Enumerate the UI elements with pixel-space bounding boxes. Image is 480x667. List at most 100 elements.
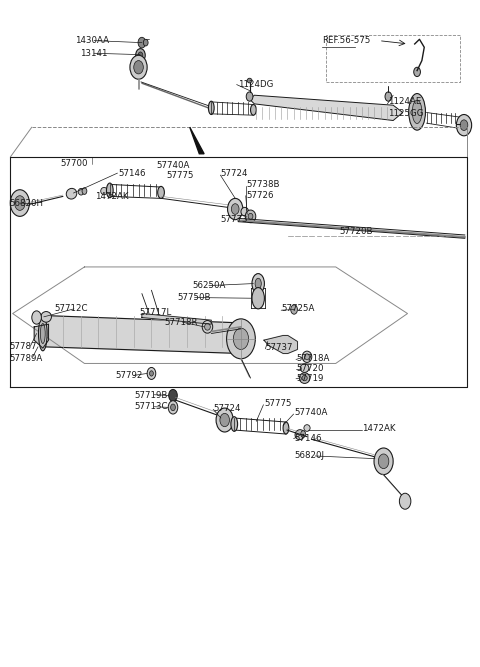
Ellipse shape	[252, 273, 264, 293]
Text: 57789A: 57789A	[9, 354, 43, 363]
Text: 56250A: 56250A	[192, 281, 226, 290]
Circle shape	[150, 371, 154, 376]
Circle shape	[233, 328, 249, 350]
Text: 57773: 57773	[220, 215, 247, 224]
Text: 57720B: 57720B	[339, 227, 373, 236]
Text: 57146: 57146	[294, 434, 322, 442]
Circle shape	[138, 37, 146, 48]
Text: 57700: 57700	[60, 159, 88, 167]
Ellipse shape	[255, 278, 261, 289]
Text: 57719: 57719	[297, 374, 324, 383]
Text: 57718R: 57718R	[164, 317, 197, 327]
Circle shape	[168, 390, 177, 402]
Text: 57792: 57792	[116, 371, 143, 380]
Text: 57750B: 57750B	[178, 293, 211, 302]
Polygon shape	[44, 315, 240, 354]
Text: 57740A: 57740A	[294, 408, 327, 417]
Ellipse shape	[38, 316, 47, 351]
Ellipse shape	[247, 78, 252, 83]
Ellipse shape	[295, 430, 305, 440]
Circle shape	[456, 115, 472, 136]
Circle shape	[220, 414, 229, 427]
Polygon shape	[190, 127, 204, 154]
Circle shape	[82, 187, 87, 194]
Text: 57719B: 57719B	[135, 391, 168, 400]
Polygon shape	[250, 95, 403, 121]
Text: 13141: 13141	[80, 49, 107, 58]
Ellipse shape	[302, 351, 312, 362]
Circle shape	[168, 401, 178, 414]
Text: 57724: 57724	[221, 169, 248, 178]
Text: 56820H: 56820H	[9, 199, 43, 208]
Text: 57740A: 57740A	[156, 161, 190, 169]
Ellipse shape	[304, 425, 310, 432]
Text: 57725A: 57725A	[282, 304, 315, 313]
Ellipse shape	[245, 210, 256, 223]
Ellipse shape	[40, 323, 45, 344]
Text: 57713C: 57713C	[135, 402, 168, 412]
Ellipse shape	[101, 187, 108, 195]
Ellipse shape	[231, 417, 238, 432]
Circle shape	[385, 92, 392, 101]
Ellipse shape	[241, 207, 249, 216]
Ellipse shape	[41, 311, 51, 322]
Polygon shape	[34, 324, 48, 348]
Ellipse shape	[251, 105, 256, 115]
Text: 57724: 57724	[214, 404, 241, 413]
Ellipse shape	[408, 93, 425, 130]
Circle shape	[291, 305, 298, 314]
Ellipse shape	[302, 376, 307, 381]
Text: 57712C: 57712C	[54, 304, 88, 313]
Ellipse shape	[412, 100, 422, 123]
Text: 1472AK: 1472AK	[362, 424, 396, 433]
Ellipse shape	[300, 364, 309, 372]
Circle shape	[231, 203, 239, 214]
Circle shape	[378, 454, 389, 469]
Ellipse shape	[252, 287, 264, 309]
Ellipse shape	[248, 213, 253, 219]
Circle shape	[246, 92, 253, 101]
Circle shape	[130, 55, 147, 79]
Polygon shape	[264, 336, 298, 354]
Polygon shape	[142, 313, 211, 324]
Text: 57775: 57775	[167, 171, 194, 180]
Ellipse shape	[157, 186, 164, 198]
Circle shape	[138, 52, 143, 59]
Ellipse shape	[202, 321, 213, 334]
Text: REF.56-575: REF.56-575	[323, 36, 371, 45]
Ellipse shape	[305, 354, 310, 360]
Text: 1124AE: 1124AE	[388, 97, 422, 106]
Circle shape	[227, 319, 255, 359]
Text: 57738B: 57738B	[246, 180, 280, 189]
Text: 57146: 57146	[118, 169, 145, 177]
Text: 57787: 57787	[9, 342, 37, 351]
Text: 57726: 57726	[246, 191, 274, 200]
Circle shape	[414, 67, 420, 77]
Circle shape	[32, 311, 41, 324]
Ellipse shape	[66, 188, 77, 199]
Ellipse shape	[300, 373, 310, 384]
Circle shape	[147, 368, 156, 380]
Text: 57737: 57737	[265, 343, 293, 352]
Circle shape	[14, 195, 25, 210]
Text: 57718A: 57718A	[297, 354, 330, 363]
Circle shape	[228, 198, 243, 219]
Text: 57720: 57720	[297, 364, 324, 373]
Circle shape	[216, 408, 233, 432]
Circle shape	[136, 49, 145, 62]
Text: 1125GG: 1125GG	[388, 109, 424, 118]
Text: 57775: 57775	[264, 399, 291, 408]
Circle shape	[10, 189, 29, 216]
Ellipse shape	[78, 188, 84, 195]
Text: 56820J: 56820J	[294, 452, 324, 460]
Circle shape	[144, 39, 148, 46]
Ellipse shape	[107, 183, 113, 197]
Ellipse shape	[204, 323, 210, 330]
Ellipse shape	[208, 101, 214, 115]
Circle shape	[301, 431, 306, 438]
Circle shape	[374, 448, 393, 475]
Text: 1430AA: 1430AA	[75, 36, 109, 45]
Text: 1124DG: 1124DG	[238, 80, 273, 89]
Circle shape	[134, 61, 144, 74]
Circle shape	[170, 404, 175, 411]
